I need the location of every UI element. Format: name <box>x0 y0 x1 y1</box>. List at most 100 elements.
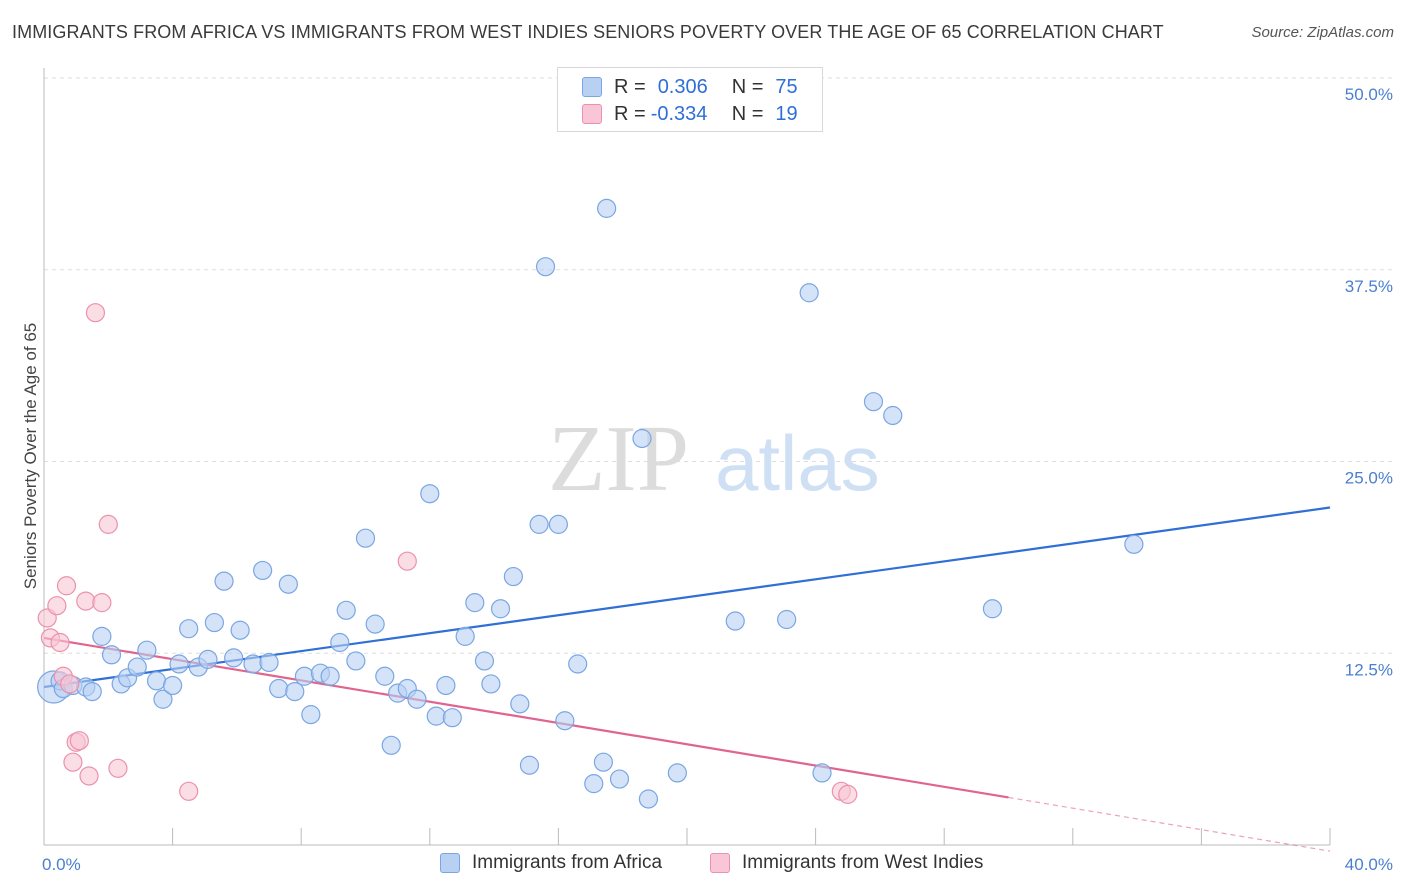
data-point-westindies <box>63 752 83 772</box>
data-point-africa <box>535 257 556 277</box>
legend-n-value-westindies: 19 <box>775 102 798 125</box>
data-point-africa <box>381 735 401 755</box>
data-point-africa <box>355 528 376 548</box>
data-point-africa <box>407 689 427 709</box>
data-point-africa <box>426 706 446 726</box>
data-point-africa <box>330 632 350 653</box>
data-point-africa <box>593 752 614 772</box>
data-point-africa <box>169 654 189 674</box>
data-point-africa <box>597 198 617 218</box>
data-point-westindies <box>92 593 112 613</box>
legend-r-value-westindies: -0.334 <box>650 102 708 125</box>
watermark: ZIP atlas <box>548 407 880 511</box>
data-point-westindies <box>79 766 99 786</box>
data-point-africa <box>230 620 250 640</box>
x-tick-label: 40.0% <box>1345 855 1393 874</box>
data-point-africa <box>336 600 356 620</box>
data-point-westindies <box>108 758 128 778</box>
data-point-africa <box>375 666 395 686</box>
legend-label-africa: Immigrants from Africa <box>472 852 663 873</box>
legend-r-label: R = <box>614 102 646 125</box>
legend-n-label: N = <box>731 102 764 125</box>
y-axis-label: Seniors Poverty Over the Age of 65 <box>21 323 40 589</box>
legend-label-westindies: Immigrants from West Indies <box>742 852 984 873</box>
legend-row-africa: R = 0.306 N = 75 <box>558 74 798 100</box>
data-point-africa <box>555 711 575 731</box>
data-point-africa <box>465 593 485 613</box>
watermark-zip: ZIP <box>548 407 689 511</box>
data-point-africa <box>269 678 289 699</box>
data-point-africa <box>127 657 147 677</box>
data-point-africa <box>278 574 298 594</box>
data-point-africa <box>137 640 157 660</box>
data-point-africa <box>982 599 1003 619</box>
data-point-africa <box>179 619 199 639</box>
data-point-africa <box>510 694 530 714</box>
data-point-africa <box>638 789 659 809</box>
data-point-africa <box>667 763 687 783</box>
legend-r-value-africa: 0.306 <box>657 75 708 98</box>
data-point-africa <box>146 671 167 691</box>
y-tick-label: 50.0% <box>1345 85 1393 104</box>
legend-item-westindies[interactable]: Immigrants from West Indies <box>710 852 983 874</box>
data-point-westindies <box>69 731 89 751</box>
data-point-africa <box>777 609 797 630</box>
data-point-westindies <box>47 596 67 616</box>
y-tick-label: 25.0% <box>1345 469 1393 488</box>
data-point-westindies <box>76 591 96 611</box>
data-point-africa <box>519 755 540 775</box>
watermark-atlas: atlas <box>715 419 880 507</box>
axis-ticks: 12.5% 25.0% 37.5% 50.0% 0.0% 40.0% <box>42 85 1393 874</box>
legend-swatch-africa <box>440 853 460 873</box>
data-point-africa <box>420 484 440 504</box>
data-point-africa <box>455 626 475 646</box>
series-legend: Immigrants from Africa Immigrants from W… <box>0 852 1406 878</box>
data-point-africa <box>243 654 263 674</box>
data-point-africa <box>812 763 832 783</box>
trend-line-westindies-extension <box>1008 796 1331 852</box>
series-westindies-points <box>37 303 858 804</box>
data-point-africa <box>474 651 495 671</box>
data-point-africa <box>568 654 588 674</box>
correlation-legend: R = 0.306 N = 75 R = -0.334 N = 19 <box>557 67 823 132</box>
legend-n-label: N = <box>731 75 764 98</box>
data-point-westindies <box>397 551 417 571</box>
y-tick-label: 12.5% <box>1345 660 1393 679</box>
legend-swatch-westindies <box>582 104 602 124</box>
data-point-africa <box>163 675 183 696</box>
data-point-africa <box>92 626 112 646</box>
legend-row-westindies: R = -0.334 N = 19 <box>558 101 798 127</box>
data-point-africa <box>584 774 604 794</box>
data-point-africa <box>153 689 173 709</box>
series-africa-points <box>37 198 1144 809</box>
legend-swatch-africa <box>582 77 602 97</box>
legend-r-label: R = <box>614 75 646 98</box>
data-point-africa <box>365 614 385 634</box>
data-point-africa <box>301 705 321 725</box>
data-point-westindies <box>98 514 118 534</box>
data-point-africa <box>101 645 122 665</box>
data-point-africa <box>799 283 819 303</box>
data-point-africa <box>224 648 244 668</box>
data-point-africa <box>320 666 340 686</box>
data-point-westindies <box>179 781 199 801</box>
x-tick-label: 0.0% <box>42 855 81 874</box>
data-point-africa <box>481 674 501 694</box>
data-point-africa <box>346 651 366 671</box>
data-point-westindies <box>838 784 858 804</box>
chart-title: IMMIGRANTS FROM AFRICA VS IMMIGRANTS FRO… <box>12 22 1164 42</box>
data-point-africa <box>725 611 745 631</box>
data-point-africa <box>609 769 630 789</box>
data-point-africa <box>1124 534 1144 554</box>
data-point-africa <box>214 571 234 591</box>
source-credit: Source: ZipAtlas.com <box>1251 24 1394 41</box>
legend-item-africa[interactable]: Immigrants from Africa <box>440 852 662 874</box>
data-point-africa <box>632 428 652 449</box>
data-point-africa <box>490 599 511 619</box>
data-point-africa <box>198 649 218 669</box>
data-point-africa <box>529 514 549 534</box>
data-point-africa <box>82 681 102 702</box>
trend-lines <box>43 506 1331 852</box>
grid-lines <box>44 77 1394 654</box>
